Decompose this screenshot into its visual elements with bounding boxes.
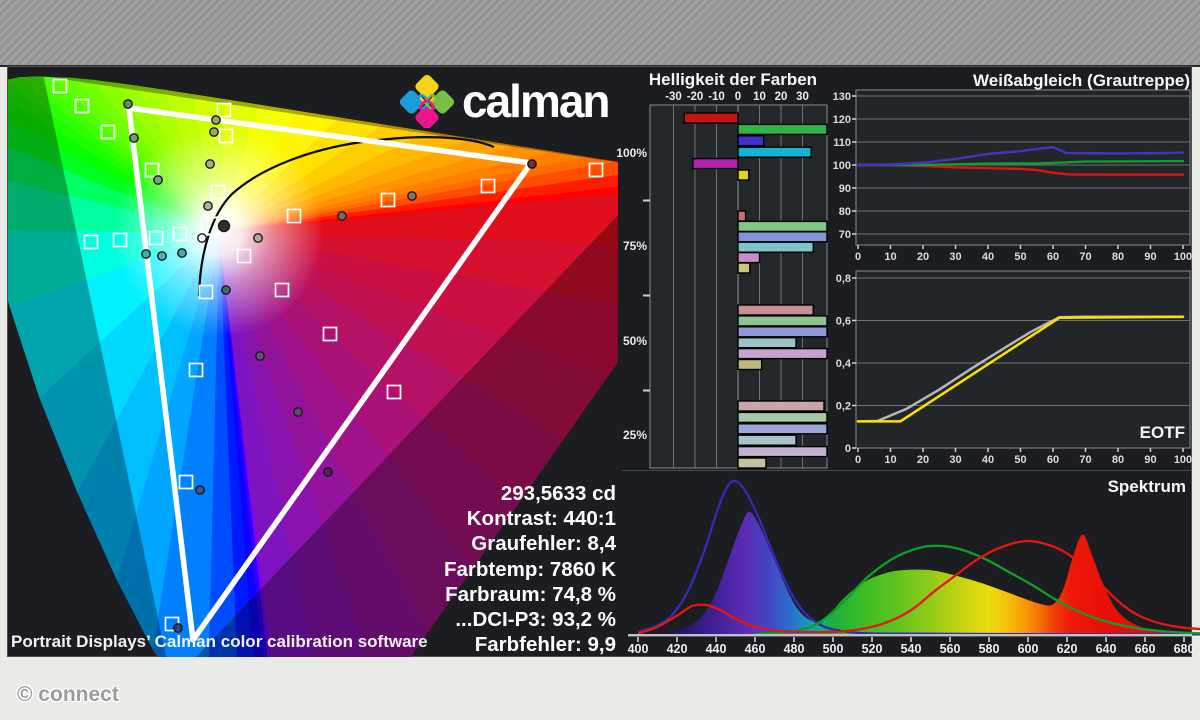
svg-text:10: 10 (753, 91, 766, 103)
svg-text:680: 680 (1174, 642, 1195, 656)
svg-text:20: 20 (917, 454, 929, 466)
calman-logo-icon (400, 74, 454, 128)
svg-text:400: 400 (628, 642, 649, 656)
svg-text:80: 80 (839, 206, 851, 218)
svg-text:0,4: 0,4 (836, 358, 852, 370)
connect-watermark: © connect (17, 683, 119, 706)
svg-text:-10: -10 (708, 91, 725, 103)
svg-text:100: 100 (1174, 454, 1192, 466)
svg-text:100: 100 (833, 160, 851, 172)
svg-text:70: 70 (1079, 454, 1091, 466)
svg-text:20: 20 (917, 251, 929, 263)
svg-text:75%: 75% (623, 239, 647, 253)
stat-gray-error: Graufehler: 8,4 (471, 532, 616, 556)
measurement-stats: 293,5633 cd Kontrast: 440:1 Graufehler: … (316, 481, 616, 657)
svg-text:0: 0 (845, 443, 851, 455)
stat-contrast: Kontrast: 440:1 (466, 507, 616, 531)
svg-text:0: 0 (855, 454, 861, 466)
spectrum-chart-title: Spektrum (1107, 477, 1186, 496)
svg-text:60: 60 (1047, 454, 1059, 466)
svg-text:500: 500 (823, 642, 844, 656)
brightness-chart-title: Helligkeit der Farben (648, 70, 818, 89)
stat-luminance: 293,5633 cd (500, 482, 616, 505)
svg-text:-30: -30 (665, 91, 682, 103)
svg-text:90: 90 (1144, 454, 1156, 466)
svg-text:70: 70 (839, 229, 851, 241)
stat-gamut: Farbraum: 74,8 % (445, 582, 616, 606)
svg-text:600: 600 (1018, 642, 1039, 656)
svg-text:0,6: 0,6 (836, 316, 851, 328)
svg-text:90: 90 (839, 183, 851, 195)
svg-text:20: 20 (775, 91, 788, 103)
svg-text:660: 660 (1135, 642, 1156, 656)
svg-text:0,8: 0,8 (836, 273, 851, 285)
svg-text:130: 130 (833, 91, 851, 103)
svg-text:100: 100 (1174, 251, 1192, 263)
svg-text:30: 30 (796, 91, 809, 103)
calman-logo: calman (400, 72, 620, 130)
svg-text:420: 420 (667, 642, 688, 656)
svg-text:50: 50 (1014, 251, 1026, 263)
svg-text:620: 620 (1057, 642, 1078, 656)
svg-text:70: 70 (1079, 251, 1091, 263)
svg-text:110: 110 (833, 137, 851, 149)
eotf-chart-title: EOTF (1139, 423, 1185, 442)
calman-logo-text: calman (462, 75, 611, 127)
figure-caption: Portrait Displays’ Calman color calibrat… (11, 632, 428, 651)
svg-text:50: 50 (1014, 454, 1026, 466)
svg-text:40: 40 (982, 251, 994, 263)
svg-text:10: 10 (884, 251, 896, 263)
svg-text:0: 0 (855, 251, 861, 263)
svg-text:10: 10 (884, 454, 896, 466)
svg-text:520: 520 (862, 642, 883, 656)
svg-text:0: 0 (735, 91, 741, 103)
svg-text:25%: 25% (623, 428, 647, 442)
svg-text:640: 640 (1096, 642, 1117, 656)
svg-text:580: 580 (979, 642, 1000, 656)
svg-text:-20: -20 (687, 91, 704, 103)
svg-text:440: 440 (706, 642, 727, 656)
svg-text:50%: 50% (623, 334, 647, 348)
stat-dci-p3: ...DCI-P3: 93,2 % (455, 608, 616, 632)
svg-text:30: 30 (949, 454, 961, 466)
svg-text:120: 120 (833, 114, 851, 126)
svg-text:30: 30 (949, 251, 961, 263)
stat-color-temp: Farbtemp: 7860 K (443, 557, 616, 581)
svg-text:100%: 100% (616, 146, 647, 160)
svg-text:540: 540 (901, 642, 922, 656)
stat-color-error: Farbfehler: 9,9 (474, 633, 616, 657)
svg-text:480: 480 (784, 642, 805, 656)
svg-text:0,2: 0,2 (836, 401, 851, 413)
svg-text:80: 80 (1112, 251, 1124, 263)
svg-text:60: 60 (1047, 251, 1059, 263)
svg-text:80: 80 (1112, 454, 1124, 466)
svg-text:40: 40 (982, 454, 994, 466)
svg-text:90: 90 (1144, 251, 1156, 263)
svg-text:560: 560 (940, 642, 961, 656)
grayscale-chart-title: Weißabgleich (Grautreppe) (973, 71, 1190, 90)
svg-text:460: 460 (745, 642, 766, 656)
